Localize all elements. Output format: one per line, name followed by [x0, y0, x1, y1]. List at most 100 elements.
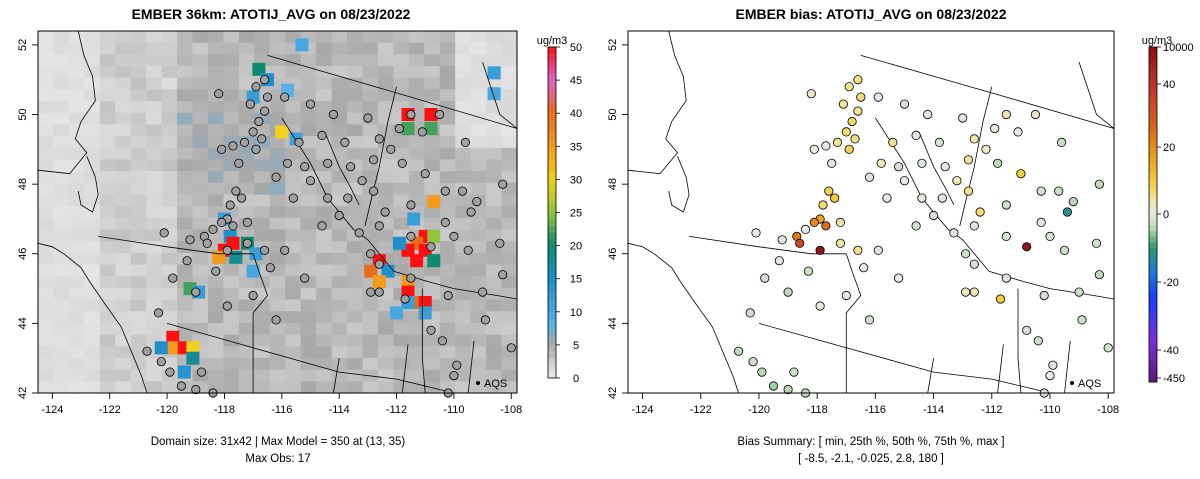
grid-cell [238, 276, 255, 289]
grid-cell [439, 171, 456, 184]
grid-cell [38, 264, 55, 277]
grid-cell [269, 334, 286, 347]
grid-cell [84, 299, 101, 312]
bias-marker [937, 193, 947, 203]
bias-marker [1103, 343, 1113, 353]
boundary-line [324, 131, 360, 206]
grid-cell [347, 182, 364, 196]
hotspot-cell [295, 38, 309, 52]
x-tick-label: -114 [329, 404, 350, 416]
grid-cell [300, 112, 317, 126]
grid-cell [38, 42, 55, 55]
colorbar-segment [548, 119, 556, 127]
station-marker [191, 384, 201, 395]
colorbar-segment [548, 146, 556, 154]
colorbar-segment [1149, 248, 1157, 255]
grid-cell [238, 31, 255, 44]
grid-cell [99, 171, 116, 184]
bias-marker [859, 263, 869, 273]
grid-cell [377, 194, 394, 207]
grid-cell [68, 54, 85, 67]
grid-cell [486, 357, 503, 371]
grid-cell [439, 159, 456, 172]
colorbar-segment [1149, 331, 1157, 338]
grid-cell [455, 252, 472, 266]
grid-cell [115, 322, 132, 336]
grid-cell [347, 241, 364, 254]
grid-cell [68, 31, 85, 44]
grid-cell [115, 229, 132, 242]
hotspot-cell [392, 236, 406, 250]
grid-cell [161, 101, 178, 114]
grid-cell [377, 159, 394, 172]
grid-cell [486, 217, 503, 231]
bias-marker [748, 357, 758, 367]
grid-cell [254, 334, 271, 347]
grid-cell [223, 171, 240, 184]
grid-cell [99, 159, 116, 172]
station-marker [265, 263, 275, 273]
grid-cell [99, 217, 116, 231]
grid-cell [223, 369, 240, 382]
station-marker [498, 179, 508, 189]
bias-marker [864, 172, 875, 182]
colorbar-segment [1149, 192, 1157, 199]
grid-cell [424, 182, 441, 196]
colorbar-segment [548, 93, 556, 101]
grid-cell [161, 136, 178, 149]
grid-cell [146, 77, 163, 90]
colorbar-tick-label: 50 [570, 42, 582, 54]
grid-cell [254, 299, 271, 312]
grid-cell [501, 101, 518, 114]
grid-cell [408, 66, 425, 79]
grid-cell [331, 287, 348, 301]
grid-cell [470, 101, 487, 114]
grid-cell [439, 31, 456, 44]
grid-cell [470, 66, 487, 79]
colorbar-tick-label: 40 [570, 108, 582, 120]
colorbar-tick-label: 0 [573, 373, 579, 385]
grid-cell [269, 276, 286, 289]
grid-cell [207, 101, 225, 114]
grid-cell [238, 311, 255, 324]
grid-cell [285, 357, 302, 371]
grid-cell [331, 311, 348, 324]
grid-cell [424, 346, 441, 359]
grid-cell [115, 77, 132, 90]
grid-cell [223, 42, 240, 55]
right-boundaries [627, 30, 1115, 394]
colorbar-segment [548, 245, 556, 253]
grid-cell [84, 171, 101, 184]
bias-marker [963, 186, 974, 196]
bias-marker [952, 176, 962, 186]
grid-cell [130, 252, 147, 266]
grid-cell [377, 54, 394, 67]
grid-cell [486, 124, 503, 137]
grid-cell [347, 54, 364, 67]
grid-cell [393, 77, 410, 90]
grid-cell [439, 322, 456, 336]
grid-cell [192, 159, 209, 172]
grid-cell [161, 77, 178, 90]
station-marker [440, 186, 450, 196]
grid-cell [161, 124, 178, 137]
grid-cell [84, 136, 101, 149]
colorbar-segment [1149, 348, 1157, 355]
grid-cell [161, 31, 178, 44]
grid-cell [501, 206, 518, 219]
grid-cell [84, 194, 101, 207]
colorbar-segment [1149, 220, 1157, 227]
y-tick-label: 44 [17, 317, 29, 329]
grid-cell [115, 66, 132, 79]
grid-cell [470, 299, 487, 312]
colorbar-segment [548, 364, 556, 372]
station-marker [406, 200, 416, 210]
grid-cell [38, 147, 55, 161]
grid-cell [455, 147, 472, 161]
grid-cell [223, 357, 240, 371]
station-marker [343, 193, 353, 203]
hotspot-cell [487, 87, 501, 101]
hotspot-cell [427, 254, 441, 268]
grid-cell [377, 171, 394, 184]
boundary-line [482, 62, 518, 129]
